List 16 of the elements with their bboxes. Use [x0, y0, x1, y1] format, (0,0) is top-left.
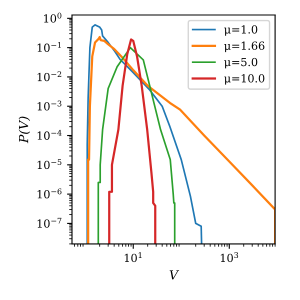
legend-label: μ=10.0	[224, 74, 264, 85]
x-tick-label: 10$^{3}$	[220, 252, 238, 262]
legend-label: μ=5.0	[224, 58, 258, 68]
y-tick-label: 10$^{−6}$	[38, 188, 62, 198]
y-tick-label: 10$^{−7}$	[38, 218, 62, 228]
y-tick-label: 10$^{−4}$	[38, 130, 62, 140]
x-axis-title: V	[170, 270, 180, 280]
x-tick-label: 10$^{1}$	[124, 252, 142, 262]
y-axis-title: P(V)	[18, 116, 30, 144]
y-tick-label: 10$^{0}$	[44, 12, 62, 23]
y-tick-label: 10$^{−3}$	[38, 100, 62, 111]
legend-label: μ=1.0	[224, 25, 258, 36]
legend-label: μ=1.66	[224, 42, 264, 52]
y-tick-label: 10$^{−2}$	[38, 71, 62, 82]
y-tick-label: 10$^{−5}$	[38, 159, 62, 170]
y-tick-label: 10$^{−1}$	[38, 42, 61, 52]
